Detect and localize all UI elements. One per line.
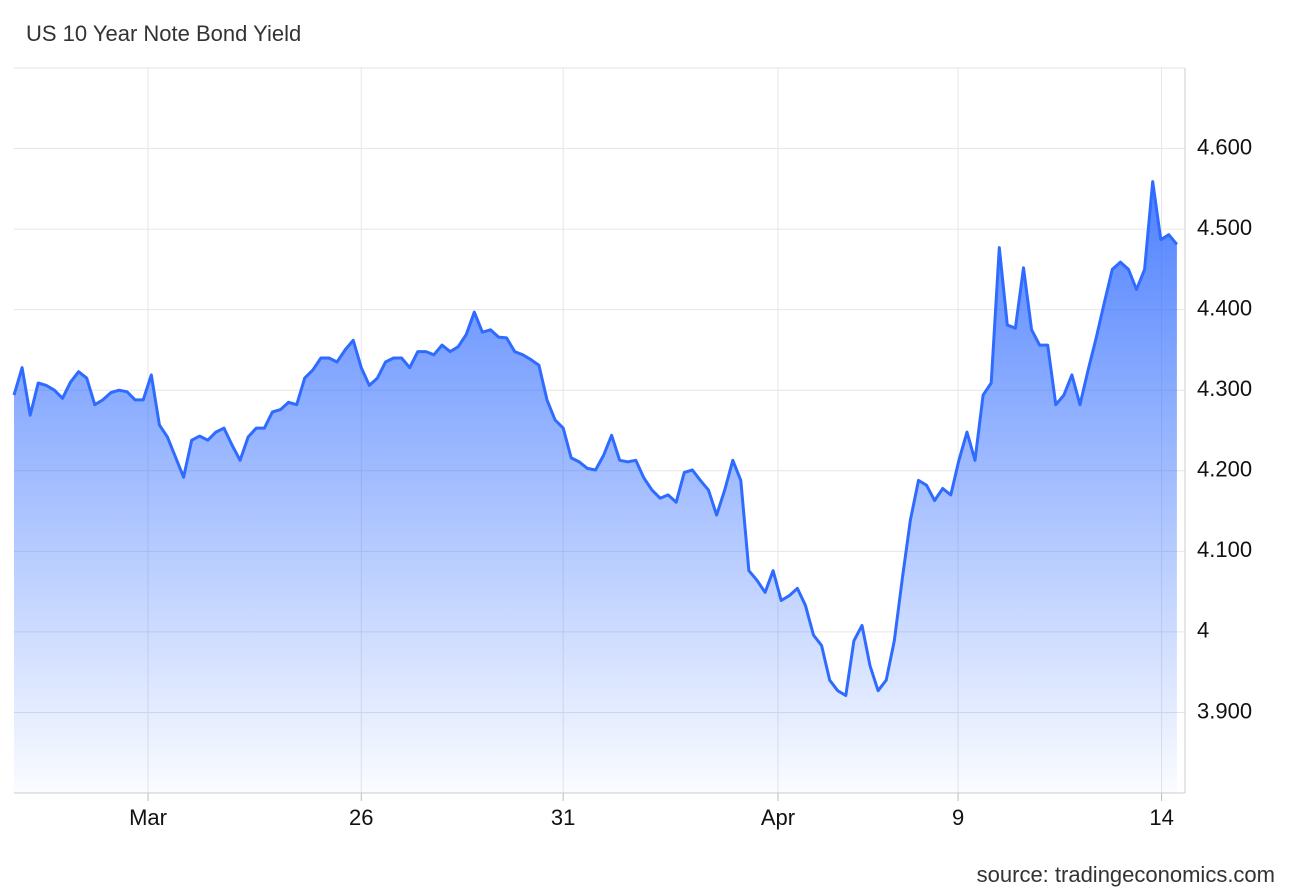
y-tick-label: 4.600: [1197, 134, 1252, 159]
y-tick-label: 3.900: [1197, 698, 1252, 723]
y-tick-label: 4.200: [1197, 457, 1252, 482]
x-tick-label: Apr: [761, 805, 795, 830]
line: [12, 180, 1179, 697]
x-tick-label: 31: [551, 805, 575, 830]
y-tick-label: 4.500: [1197, 215, 1252, 240]
area: [14, 181, 1177, 794]
chart-title: US 10 Year Note Bond Yield: [26, 21, 301, 46]
x-tick-label: 14: [1149, 805, 1173, 830]
y-tick-label: 4: [1197, 618, 1209, 643]
source: source: tradingeconomics.com: [977, 862, 1275, 887]
x-tick-label: 9: [952, 805, 964, 830]
y-tick-label: 4.100: [1197, 537, 1252, 562]
y-tick-label: 4.400: [1197, 295, 1252, 320]
x-tick-label: 26: [349, 805, 373, 830]
y-tick-label: 4.300: [1197, 376, 1252, 401]
x-tick-label: Mar: [129, 805, 167, 830]
